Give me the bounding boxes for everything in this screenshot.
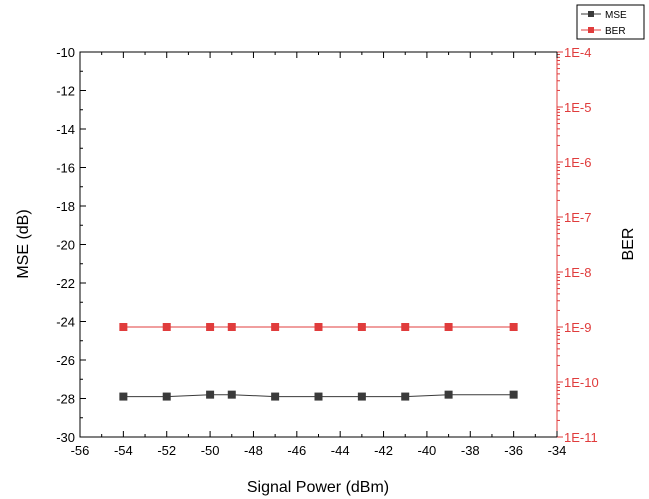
y2-tick-label: 1E-5	[564, 100, 591, 115]
y2-tick-label: 1E-8	[564, 265, 591, 280]
legend-box	[576, 4, 645, 40]
legend-ber-label: BER	[605, 26, 626, 37]
bottom-axis-ticks: -56 -54 -52 -50 -48 -46 -44 -42 -40 -38 -36 -34	[71, 52, 567, 458]
data-point-ber	[271, 323, 280, 331]
y2-tick-label: 1E-10	[564, 375, 599, 390]
x-tick-label: -50	[201, 443, 220, 458]
y-tick-label: -26	[56, 353, 75, 368]
y-tick-label: -24	[56, 315, 75, 330]
y-tick-label: -12	[56, 84, 75, 99]
y2-tick-label: 1E-7	[564, 210, 591, 225]
data-point-ber	[206, 323, 215, 331]
x-tick-label: -54	[114, 443, 133, 458]
y2-tick-label: 1E-6	[564, 155, 591, 170]
data-point-ber	[162, 323, 171, 331]
series-layer	[119, 323, 518, 401]
y-tick-label: -18	[56, 199, 75, 214]
data-point-ber	[509, 323, 518, 331]
x-tick-label: -46	[287, 443, 306, 458]
y-tick-label: -30	[56, 430, 75, 445]
data-point-mse	[357, 392, 366, 401]
legend-ber-marker	[588, 27, 594, 33]
data-point-mse	[401, 392, 410, 401]
x-tick-label: -44	[331, 443, 350, 458]
data-point-mse	[119, 392, 128, 401]
x-tick-label: -48	[244, 443, 263, 458]
data-point-mse	[271, 392, 280, 401]
x-tick-label: -34	[548, 443, 567, 458]
legend-mse-label: MSE	[605, 10, 627, 21]
y2-tick-label: 1E-4	[564, 45, 591, 60]
right-axis-ticks: 1E-4 1E-5 1E-6 1E-7 1E-8 1E-9 1E-10 1E-11	[556, 45, 599, 445]
legend-mse-marker	[588, 11, 594, 17]
series-line-mse	[123, 394, 514, 398]
data-point-mse	[206, 390, 215, 399]
data-point-ber	[357, 323, 366, 331]
y-tick-label: -28	[56, 392, 75, 407]
y-tick-label: -10	[56, 45, 75, 60]
x-tick-label: -36	[504, 443, 523, 458]
y-tick-label: -20	[56, 238, 75, 253]
y-tick-label: -22	[56, 276, 75, 291]
y2-axis-title: BER	[620, 228, 637, 261]
x-tick-label: -56	[71, 443, 90, 458]
plot-frame	[79, 51, 558, 438]
left-axis-ticks: -10 -12 -14 -16 -18 -20 -22 -24 -26 -28 -30	[56, 45, 86, 445]
x-tick-label: -42	[374, 443, 393, 458]
x-tick-label: -38	[461, 443, 480, 458]
legend: MSE BER	[576, 4, 645, 40]
data-point-ber	[227, 323, 236, 331]
data-point-mse	[509, 390, 518, 399]
y-axis-title: MSE (dB)	[15, 209, 32, 278]
data-point-mse	[227, 390, 236, 399]
data-point-mse	[314, 392, 323, 401]
y-tick-label: -16	[56, 161, 75, 176]
y-tick-label: -14	[56, 122, 75, 137]
x-axis-title: Signal Power (dBm)	[247, 479, 389, 496]
data-point-mse	[444, 390, 453, 399]
data-point-ber	[314, 323, 323, 331]
y2-tick-label: 1E-9	[564, 320, 591, 335]
data-point-mse	[162, 392, 171, 401]
data-point-ber	[444, 323, 453, 331]
data-point-ber	[401, 323, 410, 331]
data-point-ber	[119, 323, 128, 331]
x-tick-label: -52	[157, 443, 176, 458]
x-tick-label: -40	[418, 443, 437, 458]
y2-tick-label: 1E-11	[564, 430, 598, 445]
